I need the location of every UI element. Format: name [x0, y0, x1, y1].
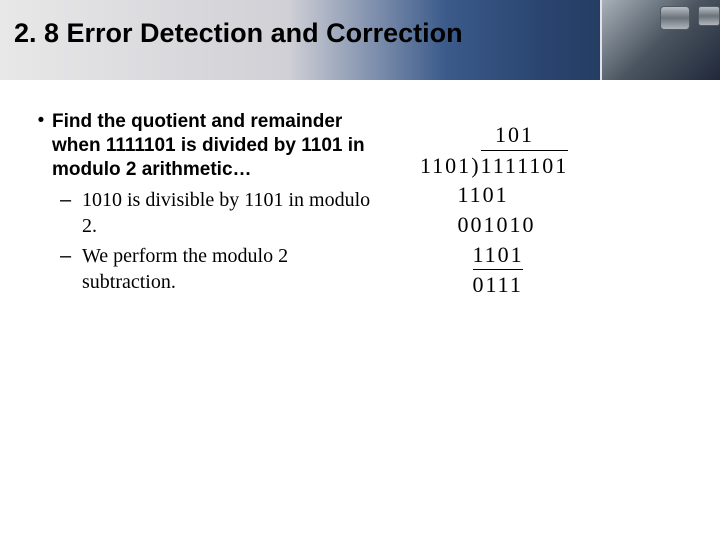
- banner-graphic: [600, 0, 720, 80]
- slide-body: • Find the quotient and remainder when 1…: [30, 110, 385, 295]
- division-divisor-dividend: 1101)1111101: [420, 150, 670, 181]
- sub-bullet-marker: –: [60, 187, 82, 213]
- pipe-graphic: [698, 6, 720, 26]
- division-step: 1101: [420, 240, 670, 270]
- bullet-marker: •: [30, 110, 52, 133]
- sub-bullet-marker: –: [60, 243, 82, 269]
- bullet-item: • Find the quotient and remainder when 1…: [30, 110, 385, 181]
- division-remainder: 0111: [420, 269, 670, 300]
- sub-bullet-item: –We perform the modulo 2 subtraction.: [60, 243, 385, 295]
- pipe-graphic: [660, 6, 690, 30]
- slide-title: 2. 8 Error Detection and Correction: [14, 18, 463, 49]
- sub-bullet-text: We perform the modulo 2 subtraction.: [82, 243, 385, 295]
- bullet-text: Find the quotient and remainder when 111…: [52, 110, 385, 181]
- division-quotient: 101: [420, 120, 670, 150]
- long-division: 101 1101)1111101 1101 001010 1101 0111: [420, 120, 670, 300]
- sub-bullet-text: 1010 is divisible by 1101 in modulo 2.: [82, 187, 385, 239]
- sub-bullet-item: –1010 is divisible by 1101 in modulo 2.: [60, 187, 385, 239]
- division-step: 001010: [420, 210, 670, 240]
- division-step: 1101: [420, 180, 670, 210]
